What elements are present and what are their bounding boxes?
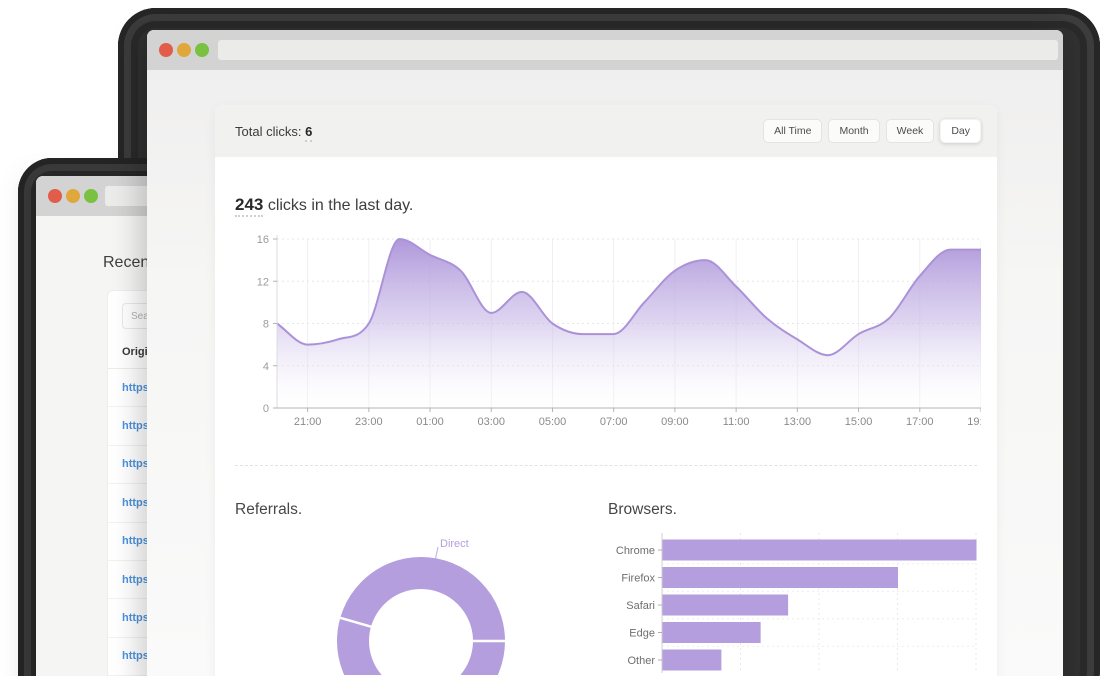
analytics-card-header: Total clicks: 6 All Time Month Week Day: [215, 105, 997, 157]
front-titlebar: [147, 30, 1063, 70]
svg-text:8: 8: [263, 319, 269, 331]
svg-text:21:00: 21:00: [294, 416, 322, 428]
filter-button-day[interactable]: Day: [940, 119, 981, 143]
referrals-section: Referrals. Direct: [235, 466, 608, 675]
svg-text:0: 0: [263, 403, 269, 415]
total-clicks-label: Total clicks:: [235, 123, 302, 139]
clicks-summary-text: clicks in the last day.: [263, 197, 414, 214]
svg-text:Chrome: Chrome: [616, 545, 655, 557]
total-clicks-value: 6: [305, 123, 313, 142]
original-url-link[interactable]: https:: [122, 496, 153, 509]
original-url-link[interactable]: https:: [122, 573, 153, 586]
original-url-link[interactable]: https:: [122, 420, 153, 433]
clicks-summary: 243 clicks in the last day.: [235, 195, 977, 217]
svg-text:17:00: 17:00: [906, 416, 934, 428]
browsers-bar-chart: Chrome Firefox Safari Edge Other: [616, 532, 977, 673]
filter-button-all-time[interactable]: All Time: [763, 119, 823, 143]
maximize-window-icon[interactable]: [84, 189, 98, 203]
svg-text:05:00: 05:00: [539, 416, 567, 428]
filter-button-month[interactable]: Month: [828, 119, 880, 143]
svg-text:03:00: 03:00: [477, 416, 505, 428]
svg-text:16: 16: [257, 234, 269, 246]
back-page-title: Recen: [103, 254, 150, 271]
svg-text:Edge: Edge: [629, 627, 655, 639]
svg-text:07:00: 07:00: [600, 416, 628, 428]
browsers-section: Browsers. Chrome Firefox Safari Edge Other: [608, 466, 977, 675]
close-window-icon[interactable]: [48, 189, 62, 203]
svg-text:09:00: 09:00: [661, 416, 689, 428]
analytics-page: Total clicks: 6 All Time Month Week Day 243…: [147, 70, 1063, 676]
svg-text:19:00: 19:00: [967, 416, 981, 428]
svg-text:01:00: 01:00: [416, 416, 444, 428]
filter-button-week[interactable]: Week: [885, 119, 935, 143]
front-url-bar[interactable]: [218, 40, 1058, 60]
svg-text:4: 4: [263, 361, 269, 373]
svg-text:Other: Other: [627, 655, 655, 667]
referrals-title: Referrals.: [235, 501, 303, 518]
time-range-filters: All Time Month Week Day: [763, 119, 981, 143]
referrals-donut-chart: Direct: [337, 538, 506, 675]
original-url-link[interactable]: https:: [122, 458, 153, 471]
total-clicks: Total clicks: 6: [235, 123, 313, 142]
maximize-window-icon[interactable]: [195, 43, 209, 57]
clicks-summary-count: 243: [235, 195, 264, 217]
svg-text:13:00: 13:00: [784, 416, 812, 428]
minimize-window-icon[interactable]: [177, 43, 191, 57]
original-url-link[interactable]: https:: [122, 535, 153, 548]
svg-text:23:00: 23:00: [355, 416, 383, 428]
front-browser-window: Total clicks: 6 All Time Month Week Day 243…: [147, 30, 1063, 676]
original-url-link[interactable]: https:: [122, 650, 153, 663]
svg-text:15:00: 15:00: [845, 416, 873, 428]
bottom-sections: Referrals. Direct Browsers. Chrome Firefo…: [235, 466, 977, 675]
original-url-link[interactable]: https:: [122, 612, 153, 625]
svg-text:Direct: Direct: [440, 538, 469, 550]
analytics-card-body: 243 clicks in the last day. 0 4 8 12 16 21:00…: [215, 195, 997, 675]
analytics-card: Total clicks: 6 All Time Month Week Day 243…: [215, 105, 997, 676]
table-header-original: Origin: [122, 346, 155, 358]
svg-text:11:00: 11:00: [723, 416, 750, 428]
minimize-window-icon[interactable]: [66, 189, 80, 203]
svg-text:12: 12: [257, 276, 269, 288]
original-url-link[interactable]: https:: [122, 381, 153, 394]
svg-text:Safari: Safari: [626, 600, 655, 612]
section-divider: [235, 465, 977, 466]
browsers-title: Browsers.: [608, 501, 677, 518]
clicks-area-chart: 0 4 8 12 16 21:00 23:00 01:00 03:00 05:00 07:00 09:…: [257, 234, 981, 428]
close-window-icon[interactable]: [159, 43, 173, 57]
svg-text:Firefox: Firefox: [621, 572, 655, 584]
